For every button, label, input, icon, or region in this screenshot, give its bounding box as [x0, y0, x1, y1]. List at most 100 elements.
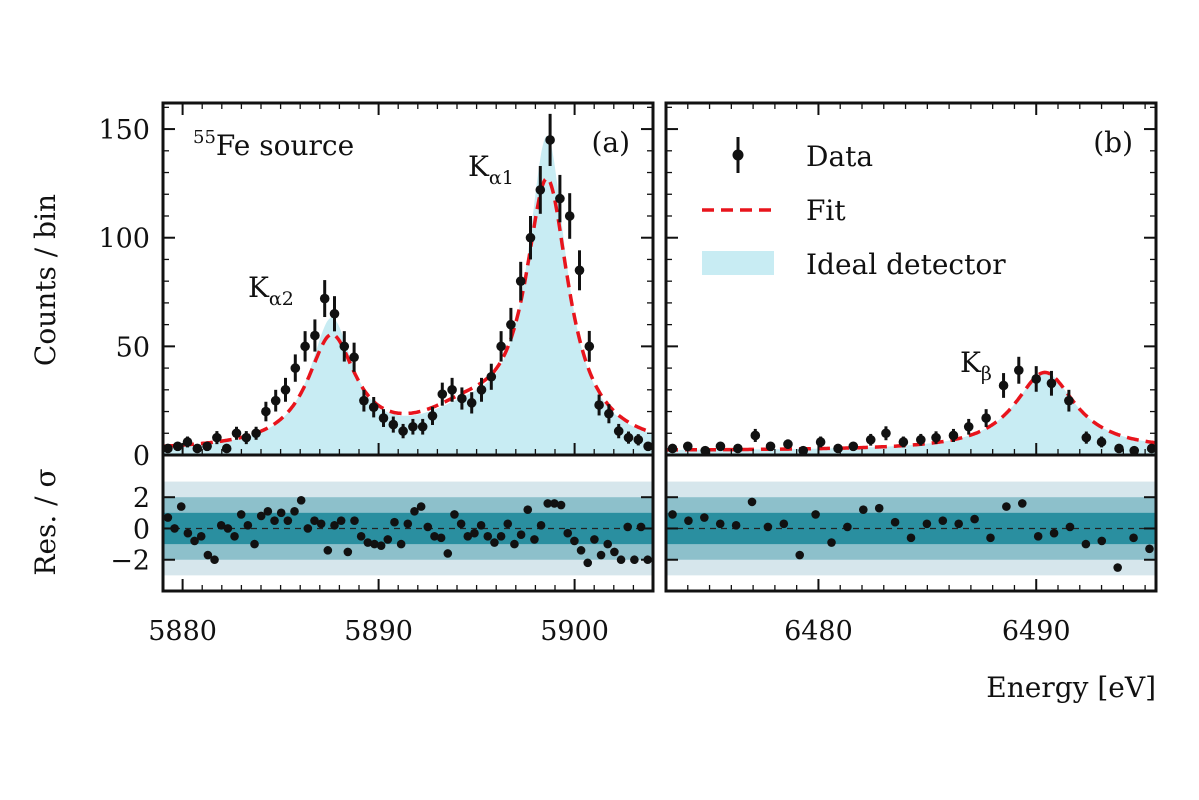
residual-point — [396, 539, 406, 549]
residual-point — [270, 516, 279, 525]
data-point — [349, 352, 359, 363]
residual-point — [316, 519, 326, 529]
residual-point — [390, 517, 399, 527]
residual-point — [190, 536, 199, 546]
residual-point — [510, 539, 519, 549]
panel-b-tag: (b) — [1093, 126, 1133, 159]
residual-point — [236, 510, 246, 519]
data-point — [221, 443, 232, 454]
data-point — [1046, 378, 1057, 389]
residual-point — [356, 531, 366, 541]
data-point — [290, 363, 301, 373]
residual-point — [256, 511, 266, 521]
data-point — [931, 432, 941, 443]
peak-label-ka2: Kα2 — [248, 271, 294, 310]
residual-point — [811, 510, 820, 519]
data-point — [1129, 445, 1140, 455]
data-point — [447, 385, 457, 395]
residual-point — [1145, 544, 1154, 554]
residual-point — [668, 510, 677, 519]
residual-point — [1002, 502, 1011, 511]
data-point — [1096, 437, 1107, 447]
residual-point — [376, 541, 386, 550]
residual-point — [1097, 536, 1107, 546]
residual-point — [336, 516, 346, 525]
ideal-detector-fill — [163, 136, 653, 455]
residual-point — [922, 519, 932, 529]
data-point — [437, 389, 448, 399]
res-label-prefix: Res. / — [29, 487, 62, 575]
data-point — [948, 430, 959, 441]
data-point — [359, 395, 369, 406]
residual-point — [176, 502, 186, 511]
residual-point — [243, 521, 253, 530]
residual-point — [1081, 539, 1091, 549]
residual-point — [163, 513, 173, 522]
residual-point — [470, 528, 479, 538]
data-point — [981, 413, 991, 423]
residual-point — [223, 524, 233, 533]
residual-point — [263, 506, 273, 516]
residual-point — [1065, 522, 1075, 532]
residual-point — [843, 522, 852, 532]
residual-point — [290, 506, 299, 516]
residual-point — [827, 538, 836, 547]
data-point — [1031, 374, 1042, 384]
data-point — [241, 432, 252, 443]
peak-label-ka2-sub: α2 — [269, 288, 294, 310]
source-text: Fe source — [216, 129, 354, 162]
residual-point — [906, 533, 916, 543]
residual-point — [731, 521, 741, 530]
peak-label-ka2-main: K — [248, 271, 270, 304]
data-point — [1064, 395, 1074, 406]
residual-point — [596, 550, 606, 560]
y-tick-label: 150 — [98, 115, 150, 146]
data-point — [715, 441, 726, 452]
data-point — [163, 443, 173, 454]
source-label: 55Fe source — [193, 127, 354, 162]
data-point — [584, 341, 595, 352]
y-axis-label-residuals: Res. / σ — [29, 468, 62, 575]
data-point — [765, 441, 776, 452]
residual-point — [450, 510, 459, 519]
residual-point — [603, 539, 613, 549]
peak-label-ka1: Kα1 — [468, 150, 514, 189]
residual-point — [516, 530, 526, 540]
ideal-detector-area-b — [666, 372, 1156, 455]
residual-point — [530, 535, 539, 544]
data-point — [408, 421, 418, 432]
legend-ideal-swatch — [702, 251, 774, 275]
residual-point — [183, 528, 193, 538]
residual-point — [874, 503, 884, 513]
peak-label-kb-main: K — [960, 346, 982, 379]
residual-point — [1113, 563, 1122, 572]
data-point — [1114, 443, 1124, 454]
residual-point — [503, 519, 513, 529]
residual-point — [1033, 531, 1043, 541]
data-point — [486, 371, 497, 382]
data-point — [417, 421, 428, 432]
data-point — [506, 319, 516, 330]
data-point — [398, 426, 408, 436]
residual-point — [210, 555, 219, 565]
residual-point — [1017, 499, 1027, 508]
legend-data-label: Data — [806, 140, 873, 173]
peak-label-ka1-main: K — [468, 150, 490, 183]
res-y-tick-label: −2 — [110, 546, 150, 577]
residual-point — [230, 531, 239, 541]
data-point — [1014, 365, 1024, 376]
data-point — [1146, 443, 1156, 454]
residual-point — [543, 499, 553, 508]
residual-point — [563, 528, 573, 538]
residual-point — [203, 550, 213, 560]
residual-point — [1129, 533, 1138, 543]
residual-point — [276, 508, 286, 518]
data-point — [319, 293, 330, 304]
data-point — [535, 185, 546, 195]
residual-point — [938, 516, 948, 525]
data-point — [476, 385, 487, 395]
data-point — [963, 421, 974, 432]
residual-point — [350, 516, 359, 525]
residual-point — [430, 531, 439, 541]
